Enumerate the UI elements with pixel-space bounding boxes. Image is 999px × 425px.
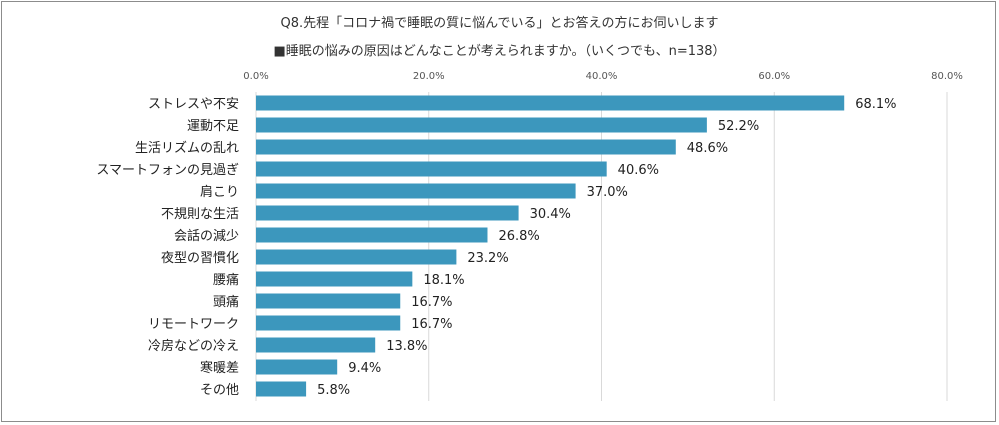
bars xyxy=(256,95,845,397)
category-label: 夜型の習慣化 xyxy=(161,250,239,266)
category-label: 腰痛 xyxy=(213,272,239,288)
bar xyxy=(256,359,338,375)
gridlines xyxy=(255,92,948,401)
chart-title: Q8.先程「コロナ禍で睡眠の質に悩んでいる」とお答えの方にお伺いします xyxy=(280,16,719,31)
data-label: 23.2% xyxy=(467,251,508,266)
data-label: 37.0% xyxy=(587,185,628,200)
category-label: 寒暖差 xyxy=(200,360,239,376)
bar xyxy=(256,95,845,111)
data-label: 52.2% xyxy=(718,119,759,134)
value-labels: 68.1% 52.2% 48.6% 40.6% 37.0% 30.4% 26.8% 23.2%… xyxy=(317,97,896,398)
bar xyxy=(256,139,676,155)
data-label: 16.7% xyxy=(411,317,452,332)
data-label: 40.6% xyxy=(618,163,659,178)
data-label: 16.7% xyxy=(411,295,452,310)
category-labels: ストレスや不安運動不足生活リズムの乱れスマートフォンの見過ぎ肩こり不規則な生活会… xyxy=(96,97,239,398)
chart-subtitle: ■睡眠の悩みの原因はどんなことが考えられますか。（いくつでも、n=138） xyxy=(273,44,726,59)
bar xyxy=(256,337,376,353)
bar xyxy=(256,249,457,265)
bar xyxy=(256,183,576,199)
category-label: 肩こり xyxy=(200,184,239,200)
category-label: リモートワーク xyxy=(148,317,239,332)
data-label: 48.6% xyxy=(687,141,728,156)
bar xyxy=(256,117,707,133)
data-label: 9.4% xyxy=(348,361,381,376)
bar xyxy=(256,227,488,243)
data-label: 5.8% xyxy=(317,383,350,398)
bar xyxy=(256,293,401,309)
data-label: 26.8% xyxy=(498,229,539,244)
category-label: 頭痛 xyxy=(213,294,239,310)
x-axis-ticks: 0.0% 20.0% 40.0% 60.0% 80.0% xyxy=(243,71,963,82)
category-label: 運動不足 xyxy=(187,119,239,134)
bar xyxy=(256,271,413,287)
category-label: 冷房などの冷え xyxy=(148,338,239,354)
category-label: ストレスや不安 xyxy=(148,97,239,112)
category-label: 会話の減少 xyxy=(174,228,239,244)
x-tick-label: 0.0% xyxy=(243,71,268,82)
x-tick-label: 40.0% xyxy=(586,71,618,82)
data-label: 13.8% xyxy=(386,339,427,354)
category-label: その他 xyxy=(200,383,239,398)
data-label: 18.1% xyxy=(423,273,464,288)
category-label: 生活リズムの乱れ xyxy=(135,140,239,156)
x-tick-label: 60.0% xyxy=(758,71,790,82)
category-label: 不規則な生活 xyxy=(161,207,239,222)
x-tick-label: 80.0% xyxy=(931,71,963,82)
x-tick-label: 20.0% xyxy=(413,71,445,82)
bar xyxy=(256,161,607,177)
bar xyxy=(256,381,307,397)
data-label: 30.4% xyxy=(530,207,571,222)
category-label: スマートフォンの見過ぎ xyxy=(96,163,239,178)
bar xyxy=(256,205,519,221)
data-label: 68.1% xyxy=(855,97,896,112)
bar xyxy=(256,315,401,331)
